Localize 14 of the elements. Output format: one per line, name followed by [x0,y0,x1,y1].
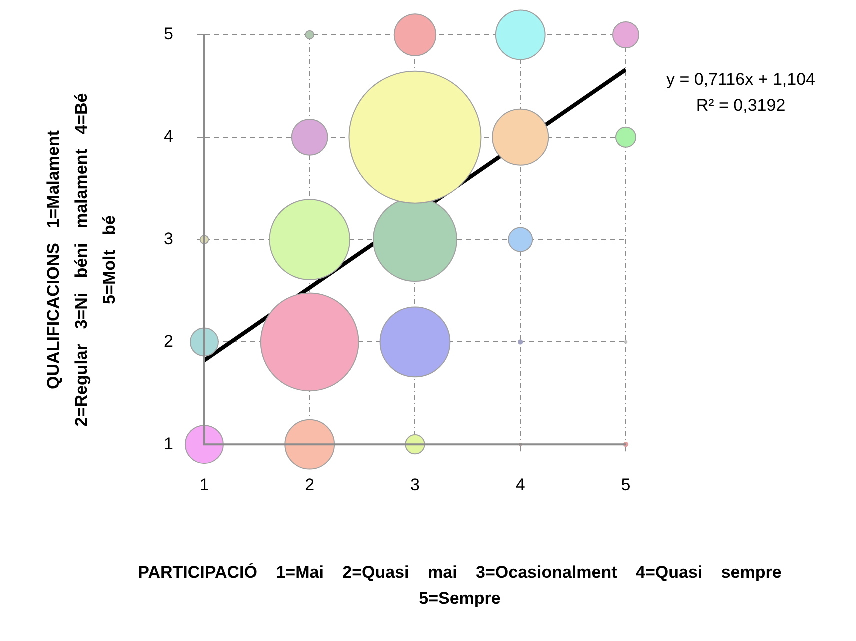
y-tick-label: 2 [164,332,174,351]
y-axis-title: QUALIFICACIONS 1=Malament 2=Regular 3=Ni béni malament 4=Bé 5=Molt bé [43,92,120,429]
x-tick-label: 1 [200,475,210,494]
y-tick-label: 1 [164,434,174,454]
x-tick-label: 3 [410,475,420,494]
text: y = 0,7116x + 1,104 [666,70,816,89]
x-tick-label: 4 [516,475,526,494]
y-tick-label: 4 [164,127,174,146]
y-tick-label: 5 [164,24,174,44]
x-tick-label: 5 [621,475,631,494]
x-tick-label: 2 [305,475,315,494]
text: R² = 0,3192 [696,96,786,115]
x-axis-title: PARTICIPACIÓ 1=Mai 2=Quasi mai 3=Ocasionalment 4=Quasi sempre 5=Sempre [137,562,783,610]
y-tick-label: 3 [164,229,174,248]
